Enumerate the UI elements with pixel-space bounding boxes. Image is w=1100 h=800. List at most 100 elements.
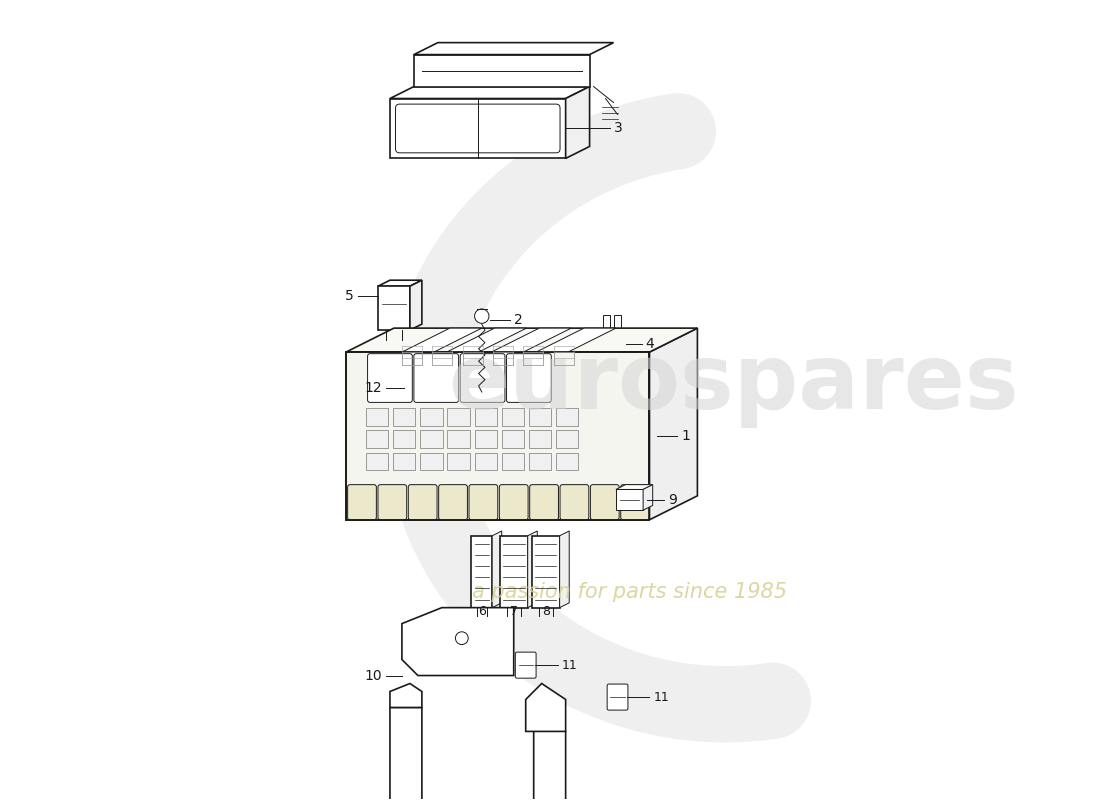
Polygon shape: [378, 280, 422, 286]
FancyBboxPatch shape: [420, 430, 442, 448]
Circle shape: [455, 632, 469, 645]
Polygon shape: [472, 536, 492, 608]
Polygon shape: [649, 328, 697, 520]
FancyBboxPatch shape: [366, 408, 388, 426]
Polygon shape: [404, 362, 440, 414]
Polygon shape: [616, 485, 652, 490]
FancyBboxPatch shape: [378, 485, 407, 520]
Polygon shape: [644, 485, 652, 510]
Polygon shape: [402, 328, 482, 352]
FancyBboxPatch shape: [393, 453, 416, 470]
FancyBboxPatch shape: [420, 453, 442, 470]
Text: 12: 12: [364, 381, 382, 395]
Polygon shape: [414, 54, 590, 86]
Polygon shape: [526, 683, 565, 731]
FancyBboxPatch shape: [556, 408, 579, 426]
FancyBboxPatch shape: [367, 354, 412, 402]
Polygon shape: [534, 707, 565, 800]
Polygon shape: [528, 531, 537, 608]
FancyBboxPatch shape: [530, 485, 559, 520]
Polygon shape: [536, 328, 616, 352]
Text: 4: 4: [646, 337, 654, 351]
Text: 8: 8: [541, 605, 550, 618]
Polygon shape: [389, 707, 422, 800]
FancyBboxPatch shape: [591, 485, 619, 520]
Polygon shape: [616, 490, 644, 510]
FancyBboxPatch shape: [366, 430, 388, 448]
FancyBboxPatch shape: [393, 430, 416, 448]
FancyBboxPatch shape: [529, 408, 551, 426]
Polygon shape: [378, 286, 410, 330]
Polygon shape: [565, 86, 590, 158]
Text: 9: 9: [668, 493, 676, 507]
Polygon shape: [404, 355, 454, 362]
Polygon shape: [410, 280, 422, 330]
Polygon shape: [447, 328, 527, 352]
FancyBboxPatch shape: [620, 485, 649, 520]
FancyBboxPatch shape: [410, 381, 420, 391]
Text: a passion for parts since 1985: a passion for parts since 1985: [472, 582, 786, 602]
FancyBboxPatch shape: [366, 453, 388, 470]
Polygon shape: [595, 335, 624, 353]
Polygon shape: [531, 536, 560, 608]
Text: 3: 3: [614, 122, 623, 135]
Polygon shape: [389, 98, 565, 158]
FancyBboxPatch shape: [439, 485, 468, 520]
Text: 11: 11: [562, 658, 578, 672]
Polygon shape: [389, 86, 590, 98]
Polygon shape: [595, 331, 631, 335]
Text: 6: 6: [477, 605, 486, 618]
Polygon shape: [346, 352, 649, 520]
FancyBboxPatch shape: [499, 485, 528, 520]
Polygon shape: [560, 531, 569, 608]
Text: 10: 10: [364, 669, 382, 682]
FancyBboxPatch shape: [502, 453, 524, 470]
FancyBboxPatch shape: [428, 381, 438, 391]
FancyBboxPatch shape: [408, 485, 437, 520]
Text: 7: 7: [509, 605, 518, 618]
Text: 1: 1: [681, 429, 691, 443]
Polygon shape: [402, 608, 514, 675]
Polygon shape: [492, 328, 571, 352]
FancyBboxPatch shape: [560, 485, 588, 520]
Polygon shape: [389, 683, 422, 707]
FancyBboxPatch shape: [410, 396, 420, 406]
FancyBboxPatch shape: [410, 366, 420, 376]
Text: 11: 11: [653, 690, 669, 703]
FancyBboxPatch shape: [474, 430, 497, 448]
FancyBboxPatch shape: [420, 408, 442, 426]
Text: 5: 5: [345, 289, 354, 303]
FancyBboxPatch shape: [448, 453, 470, 470]
FancyBboxPatch shape: [502, 408, 524, 426]
FancyBboxPatch shape: [607, 684, 628, 710]
FancyBboxPatch shape: [396, 104, 560, 153]
Circle shape: [474, 309, 490, 323]
FancyBboxPatch shape: [502, 430, 524, 448]
FancyBboxPatch shape: [428, 366, 438, 376]
Text: eurospares: eurospares: [448, 340, 1019, 428]
FancyBboxPatch shape: [348, 485, 376, 520]
FancyBboxPatch shape: [556, 453, 579, 470]
Polygon shape: [414, 42, 614, 54]
FancyBboxPatch shape: [428, 396, 438, 406]
FancyBboxPatch shape: [506, 354, 551, 402]
FancyBboxPatch shape: [529, 430, 551, 448]
Polygon shape: [624, 331, 631, 353]
Text: 2: 2: [514, 313, 522, 327]
FancyBboxPatch shape: [393, 408, 416, 426]
FancyBboxPatch shape: [474, 408, 497, 426]
FancyBboxPatch shape: [448, 430, 470, 448]
FancyBboxPatch shape: [460, 354, 505, 402]
FancyBboxPatch shape: [529, 453, 551, 470]
FancyBboxPatch shape: [515, 652, 536, 678]
FancyBboxPatch shape: [469, 485, 498, 520]
Polygon shape: [346, 328, 697, 352]
Polygon shape: [440, 355, 454, 414]
Polygon shape: [614, 315, 620, 331]
FancyBboxPatch shape: [448, 408, 470, 426]
Polygon shape: [603, 315, 609, 331]
Polygon shape: [499, 536, 528, 608]
FancyBboxPatch shape: [556, 430, 579, 448]
FancyBboxPatch shape: [474, 453, 497, 470]
FancyBboxPatch shape: [414, 354, 459, 402]
